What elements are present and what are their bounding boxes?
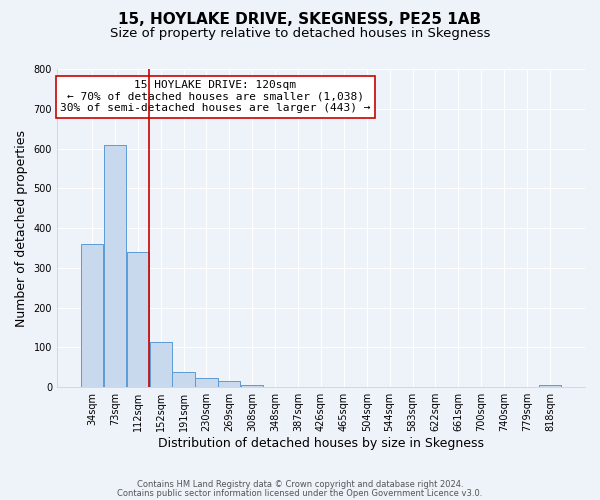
Bar: [196, 378, 218, 387]
Text: Size of property relative to detached houses in Skegness: Size of property relative to detached ho…: [110, 28, 490, 40]
Bar: [172, 372, 195, 387]
Bar: [539, 385, 561, 387]
Text: Contains public sector information licensed under the Open Government Licence v3: Contains public sector information licen…: [118, 489, 482, 498]
Bar: [81, 244, 103, 387]
Bar: [218, 381, 241, 387]
X-axis label: Distribution of detached houses by size in Skegness: Distribution of detached houses by size …: [158, 437, 484, 450]
Bar: [241, 385, 263, 387]
Text: 15, HOYLAKE DRIVE, SKEGNESS, PE25 1AB: 15, HOYLAKE DRIVE, SKEGNESS, PE25 1AB: [118, 12, 482, 28]
Text: 15 HOYLAKE DRIVE: 120sqm
← 70% of detached houses are smaller (1,038)
30% of sem: 15 HOYLAKE DRIVE: 120sqm ← 70% of detach…: [60, 80, 371, 114]
Y-axis label: Number of detached properties: Number of detached properties: [15, 130, 28, 326]
Bar: [127, 252, 149, 387]
Bar: [149, 342, 172, 387]
Bar: [104, 144, 126, 387]
Text: Contains HM Land Registry data © Crown copyright and database right 2024.: Contains HM Land Registry data © Crown c…: [137, 480, 463, 489]
